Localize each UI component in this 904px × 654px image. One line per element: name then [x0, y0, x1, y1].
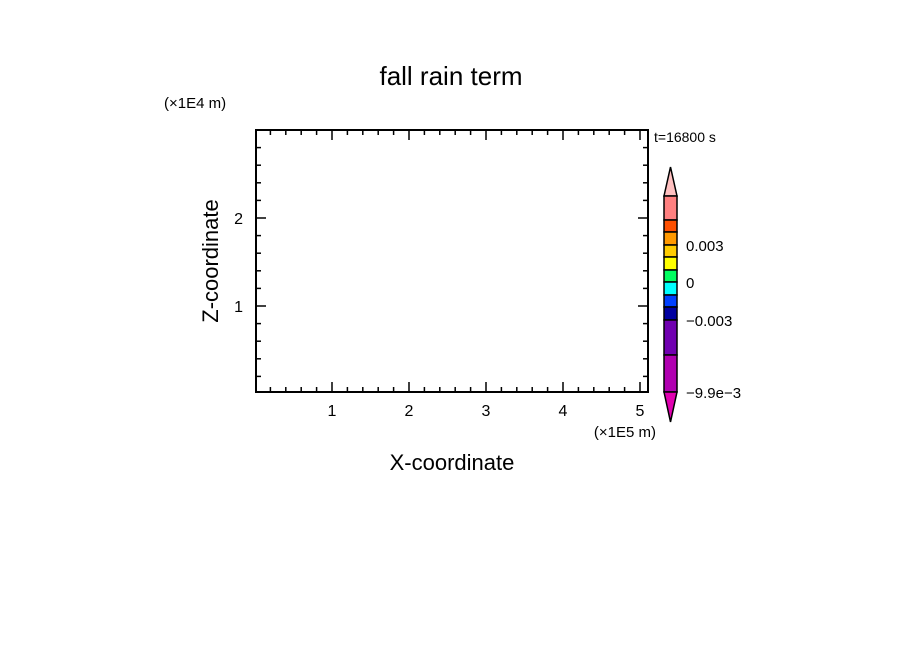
colorbar-bottom-extend: [663, 391, 678, 423]
x-tick-label: 1: [328, 403, 337, 420]
colorbar-label: 0.003: [686, 238, 724, 255]
y-tick-label: 1: [234, 299, 243, 316]
x-tick-label: 3: [482, 403, 491, 420]
colorbar-top-extend: [663, 166, 678, 197]
y-scale-label: (×1E4 m): [164, 95, 226, 112]
time-label: t=16800 s: [654, 129, 716, 145]
colorbar-label: 0: [686, 275, 694, 292]
x-tick-label: 5: [636, 403, 645, 420]
colorbar-segment: [663, 306, 678, 321]
axis-ticks: [256, 130, 648, 392]
y-tick-label: 2: [234, 211, 243, 228]
colorbar-segment: [663, 269, 678, 283]
colorbar-segment: [663, 256, 678, 271]
colorbar-label: −9.9e−3: [686, 385, 741, 402]
colorbar: 0.003 0 −0.003 −9.9e−3: [663, 166, 741, 423]
tick-labels: 1 2 3 4 5 1 2: [234, 211, 644, 420]
y-axis-label: Z-coordinate: [198, 199, 223, 323]
colorbar-segment: [663, 281, 678, 296]
colorbar-segment: [663, 195, 678, 221]
chart-title: fall rain term: [379, 61, 522, 91]
plot-frame: [255, 129, 649, 393]
x-scale-label: (×1E5 m): [594, 424, 656, 441]
x-axis-label: X-coordinate: [390, 450, 515, 475]
colorbar-segment: [663, 319, 678, 356]
colorbar-segment: [663, 354, 678, 393]
x-tick-label: 2: [405, 403, 414, 420]
colorbar-label: −0.003: [686, 313, 732, 330]
colorbar-segment: [663, 294, 678, 308]
colorbar-segment: [663, 244, 678, 258]
colorbar-segment: [663, 219, 678, 233]
colorbar-segment: [663, 231, 678, 246]
x-tick-label: 4: [559, 403, 568, 420]
